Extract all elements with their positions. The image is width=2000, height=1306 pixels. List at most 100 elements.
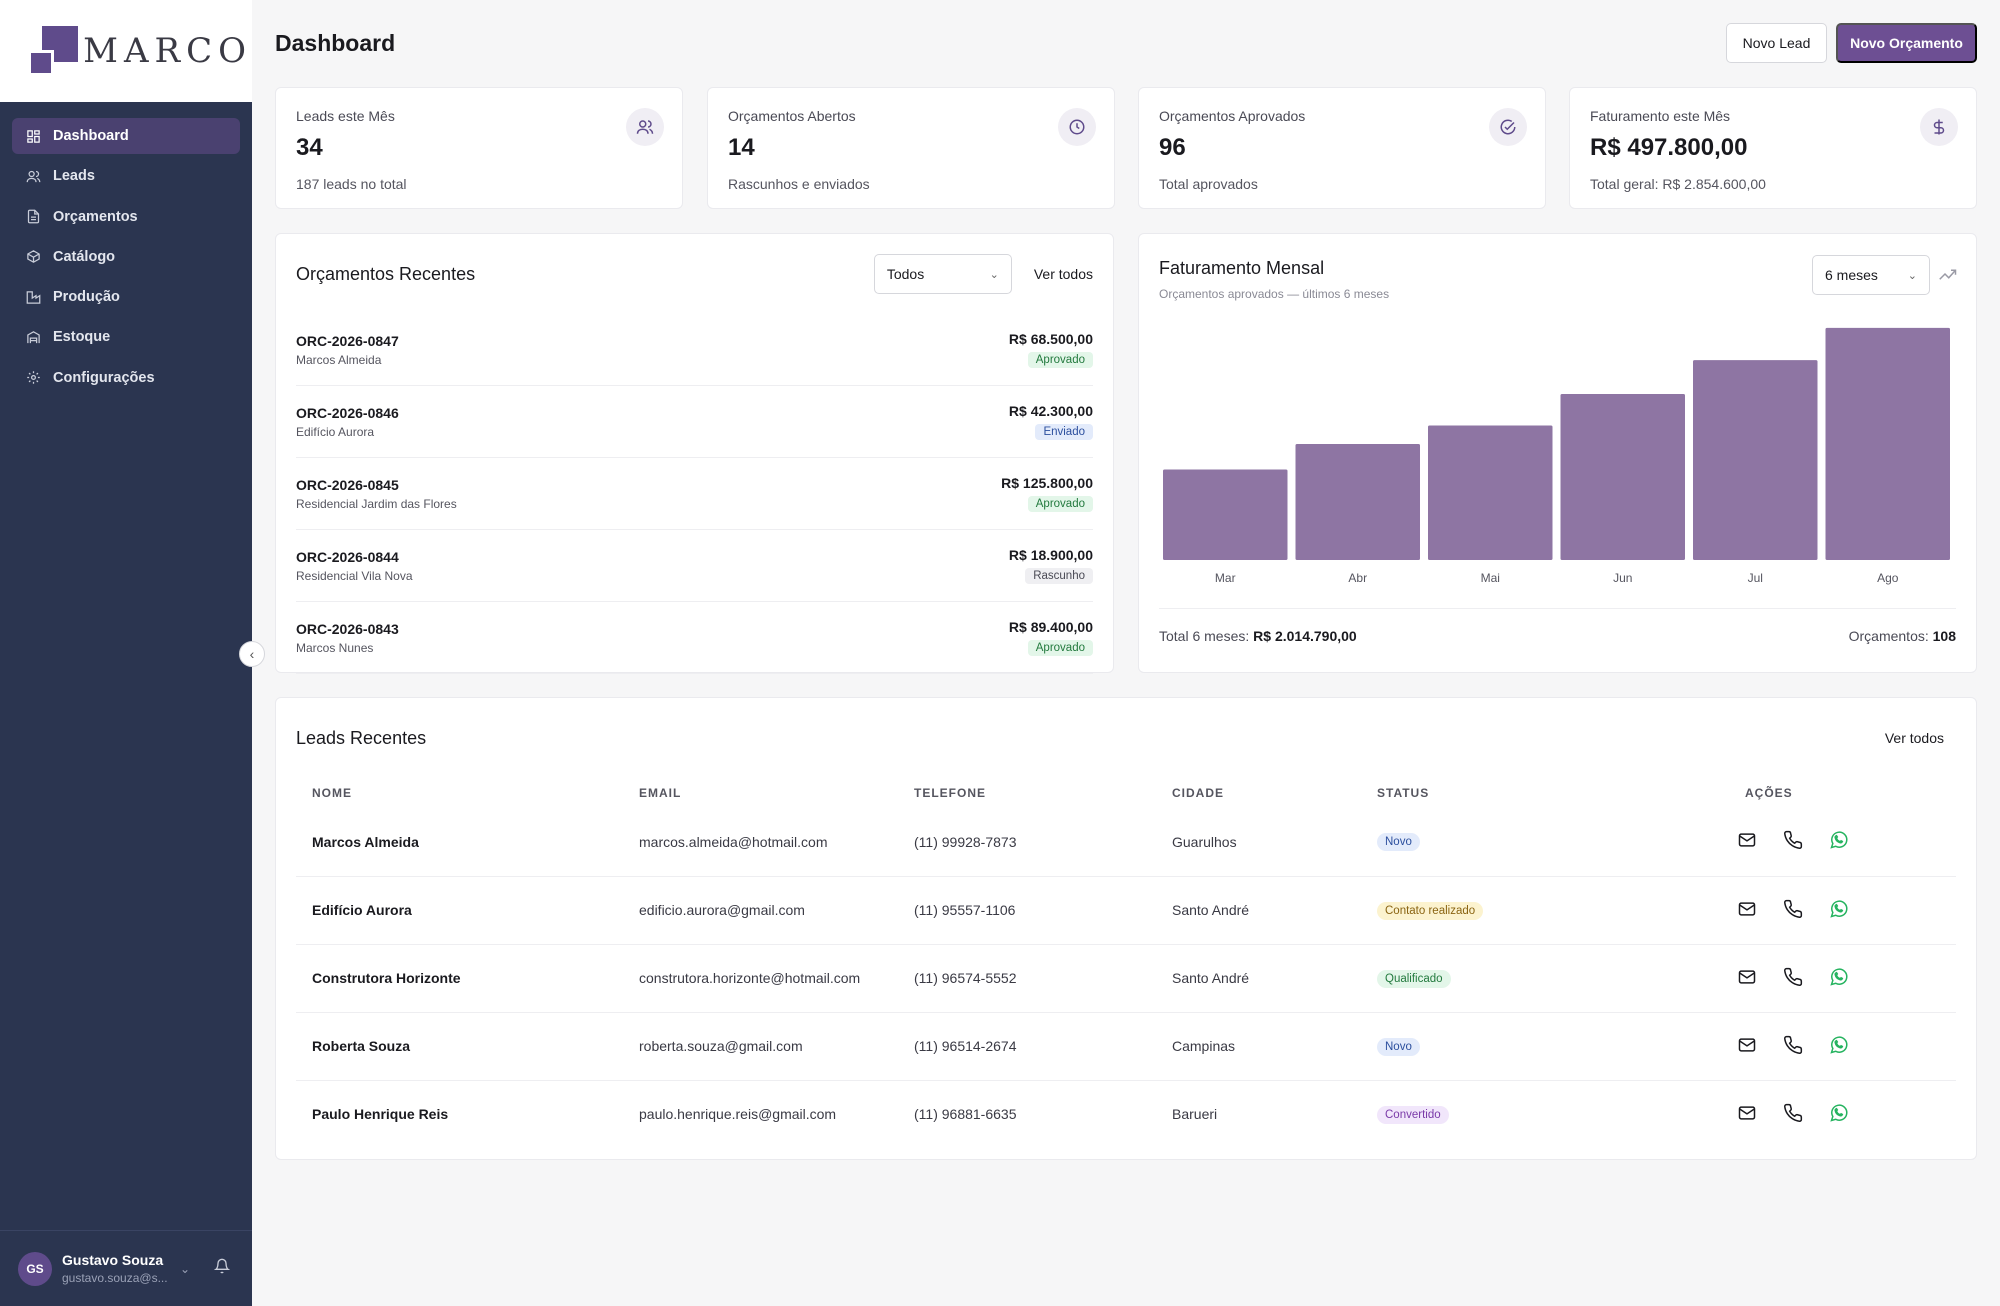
recent-leads-header: Leads Recentes Ver todos	[296, 698, 1956, 778]
phone-icon[interactable]	[1783, 899, 1803, 922]
quote-id: ORC-2026-0844	[296, 548, 399, 565]
logo[interactable]: MARCO	[0, 0, 252, 102]
quotes-filter-select[interactable]: Todos ⌄	[873, 254, 1012, 294]
quote-client: Marcos Nunes	[296, 640, 374, 655]
table-row[interactable]: Edifício Aurora edificio.aurora@gmail.com…	[296, 876, 1956, 945]
email-icon[interactable]	[1737, 967, 1757, 990]
email-icon[interactable]	[1737, 1035, 1757, 1058]
whatsapp-icon[interactable]	[1829, 967, 1849, 990]
chevron-down-icon[interactable]: ⌄	[180, 1261, 191, 1276]
see-all-leads-button[interactable]: Ver todos	[1884, 730, 1944, 746]
table-row[interactable]: Marcos Almeida marcos.almeida@hotmail.com…	[296, 808, 1956, 877]
sidebar-item-dashboard[interactable]: Dashboard	[12, 118, 240, 154]
x-tick-label: Abr	[1348, 571, 1367, 585]
monthly-revenue-header: Faturamento Mensal Orçamentos aprovados …	[1159, 258, 1389, 301]
lead-actions	[1721, 808, 1956, 877]
lead-name: Paulo Henrique Reis	[312, 1106, 449, 1123]
bar-ago[interactable]	[1825, 327, 1951, 560]
lead-phone: (11) 96881-6635	[914, 1106, 1017, 1123]
stat-value: R$ 497.800,00	[1590, 134, 1748, 161]
period-select[interactable]: 6 meses ⌄	[1812, 255, 1930, 295]
lead-actions	[1721, 1012, 1956, 1081]
lead-phone: (11) 95557-1106	[898, 876, 1156, 945]
quote-value: R$ 18.900,00	[1008, 547, 1093, 563]
table-row[interactable]: Roberta Souza roberta.souza@gmail.com (11)…	[296, 1012, 1956, 1081]
lead-actions	[1721, 1080, 1956, 1148]
status-badge: Contato realizado	[1377, 901, 1484, 920]
chevron-down-icon: ⌄	[1907, 269, 1917, 282]
leads-table: NOME EMAIL TELEFONE CIDADE STATUS AÇÕES …	[296, 778, 1956, 1148]
quote-id: ORC-2026-0845	[296, 476, 399, 493]
bar-mar[interactable]	[1163, 469, 1288, 560]
phone-icon[interactable]	[1783, 967, 1803, 990]
quote-id: ORC-2026-0847	[296, 332, 399, 349]
sidebar-item-producao[interactable]: Produção	[12, 279, 240, 315]
recent-quotes-header: Orçamentos Recentes Todos ⌄ Ver todos	[296, 234, 1093, 314]
whatsapp-icon[interactable]	[1829, 830, 1849, 853]
bell-icon[interactable]	[213, 1258, 231, 1279]
sidebar-item-label: Configurações	[53, 369, 155, 386]
monthly-revenue-footer: Total 6 meses: R$ 2.014.790,00 Orçamento…	[1159, 608, 1956, 658]
lead-email: roberta.souza@gmail.com	[623, 1012, 898, 1081]
email-icon[interactable]	[1737, 1103, 1757, 1126]
status-badge: Qualificado	[1377, 969, 1451, 988]
lead-phone: (11) 96574-5552	[898, 944, 1156, 1013]
whatsapp-icon[interactable]	[1829, 1035, 1849, 1058]
sidebar-item-configuracoes[interactable]: Configurações	[12, 360, 240, 396]
quote-client: Marcos Almeida	[296, 352, 382, 367]
table-row[interactable]: Construtora Horizonte construtora.horizon…	[296, 944, 1956, 1013]
stat-value: 14	[728, 134, 755, 161]
see-all-quotes-button[interactable]: Ver todos	[1033, 266, 1093, 282]
list-item[interactable]: ORC-2026-0845 Residencial Jardim das Flor…	[296, 458, 1093, 530]
whatsapp-icon[interactable]	[1829, 899, 1849, 922]
list-item[interactable]: ORC-2026-0843 Marcos Nunes R$ 89.400,00 Apr…	[296, 602, 1093, 674]
phone-icon[interactable]	[1783, 1103, 1803, 1126]
phone-icon[interactable]	[1783, 1035, 1803, 1058]
stat-card-revenue: Faturamento este Mês R$ 497.800,00 Total…	[1569, 87, 1977, 209]
clock-icon	[1058, 108, 1096, 146]
quote-client: Residencial Vila Nova	[296, 568, 413, 583]
avatar: GS	[18, 1251, 52, 1286]
quote-id: ORC-2026-0846	[296, 404, 399, 421]
list-item[interactable]: ORC-2026-0847 Marcos Almeida R$ 68.500,00 A…	[296, 314, 1093, 386]
user-menu[interactable]: GS Gustavo Souza gustavo.souza@s... ⌄	[0, 1230, 252, 1306]
file-icon	[27, 209, 40, 224]
lead-actions	[1721, 876, 1956, 945]
lead-email: marcos.almeida@hotmail.com	[623, 808, 898, 877]
sidebar-collapse-button[interactable]: ‹	[239, 641, 265, 667]
stat-card-open-quotes: Orçamentos Abertos 14 Rascunhos e enviad…	[707, 87, 1115, 209]
sidebar-item-orcamentos[interactable]: Orçamentos	[12, 199, 240, 235]
quote-id: ORC-2026-0843	[296, 620, 399, 637]
phone-icon[interactable]	[1783, 830, 1803, 853]
whatsapp-icon[interactable]	[1829, 1103, 1849, 1126]
gear-icon	[27, 371, 40, 385]
bar-jul[interactable]	[1693, 360, 1818, 560]
email-icon[interactable]	[1737, 899, 1757, 922]
x-tick-label: Mai	[1481, 571, 1500, 585]
status-badge: Convertido	[1377, 1105, 1449, 1124]
total-summary: Total 6 meses: R$ 2.014.790,00	[1159, 628, 1357, 644]
list-item[interactable]: ORC-2026-0844 Residencial Vila Nova R$ 18.…	[296, 530, 1093, 602]
recent-quotes-list: ORC-2026-0847 Marcos Almeida R$ 68.500,00 A…	[296, 314, 1093, 674]
table-row[interactable]: Paulo Henrique Reis paulo.henrique.reis@g…	[296, 1080, 1956, 1148]
user-name: Gustavo Souza	[62, 1252, 164, 1268]
sidebar-item-leads[interactable]: Leads	[12, 158, 240, 194]
bar-mai[interactable]	[1428, 425, 1553, 560]
user-email: gustavo.souza@s...	[62, 1271, 168, 1285]
status-badge: Aprovado	[1027, 352, 1093, 368]
list-item[interactable]: ORC-2026-0846 Edifício Aurora R$ 42.300,00…	[296, 386, 1093, 458]
new-lead-button[interactable]: Novo Lead	[1726, 23, 1827, 63]
bar-jun[interactable]	[1560, 394, 1686, 560]
sidebar-item-estoque[interactable]: Estoque	[12, 319, 240, 355]
trending-up-icon[interactable]	[1939, 267, 1957, 286]
sidebar-item-catalogo[interactable]: Catálogo	[12, 239, 240, 275]
status-badge: Novo	[1377, 833, 1420, 852]
email-icon[interactable]	[1737, 830, 1757, 853]
column-header-phone: TELEFONE	[914, 786, 987, 800]
sidebar-item-label: Estoque	[53, 329, 111, 346]
lead-status-cell: Contato realizado	[1361, 876, 1721, 945]
user-info: Gustavo Souza gustavo.souza@s...	[62, 1252, 172, 1285]
bar-abr[interactable]	[1295, 443, 1421, 560]
lead-city: Campinas	[1156, 1012, 1361, 1081]
new-quote-button[interactable]: Novo Orçamento	[1836, 23, 1977, 63]
